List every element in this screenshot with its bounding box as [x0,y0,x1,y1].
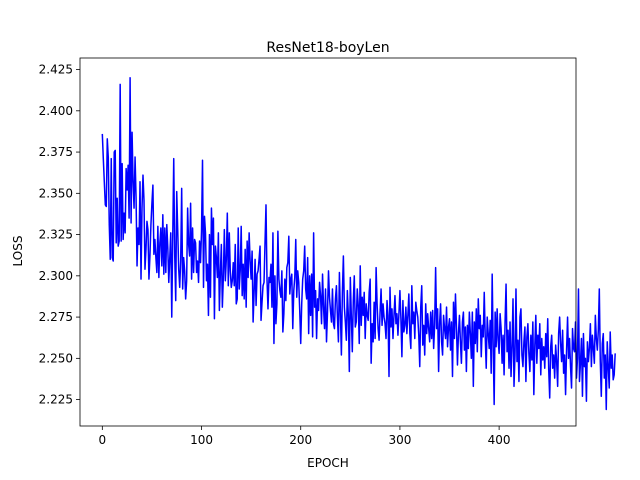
y-tick-label: 2.375 [39,145,73,159]
x-tick-label: 100 [190,433,213,447]
y-axis-title: LOSS [11,236,25,267]
series-line-0 [101,77,616,411]
y-tick-label: 2.250 [39,351,73,365]
y-tick-label: 2.350 [39,186,73,200]
y-tick-label: 2.400 [39,104,73,118]
y-tick-label: 2.300 [39,269,73,283]
plot-area: 0 100 200 300 400 2.225 2.250 2.275 2.300 2.325 2.… [39,57,616,447]
x-tick-label: 200 [289,433,312,447]
x-tick-label: 400 [488,433,511,447]
y-tick-label: 2.425 [39,63,73,77]
y-tick-label: 2.325 [39,228,73,242]
x-axis-title: EPOCH [307,456,349,470]
x-tick-label: 300 [388,433,411,447]
y-tick-label: 2.275 [39,310,73,324]
chart-title: ResNet18-boyLen [266,40,389,56]
axes-frame [79,57,577,427]
y-tick-label: 2.225 [39,393,73,407]
x-tick-label: 0 [98,433,106,447]
